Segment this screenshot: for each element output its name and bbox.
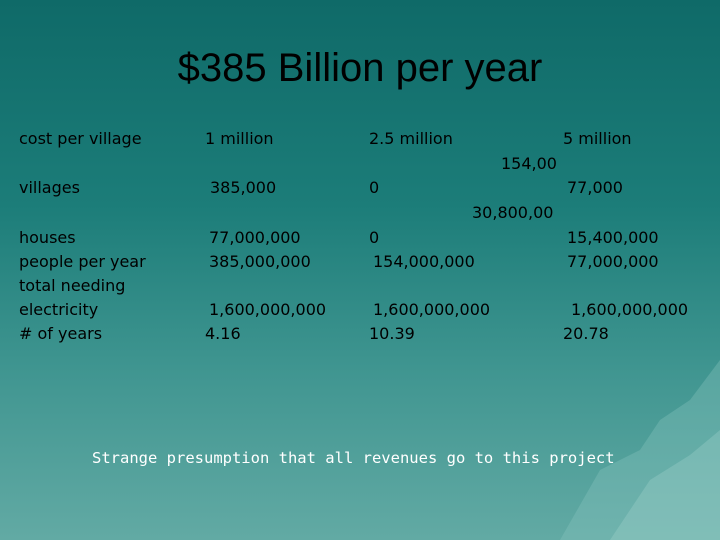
col2-houses-overflow: 30,800,00	[472, 203, 554, 222]
row-label-villages: villages	[19, 178, 80, 197]
slide-title: $385 Billion per year	[177, 46, 543, 90]
row-labels-group: houses people per year total needing ele…	[19, 226, 146, 346]
col2-villages-overflow: 154,00	[501, 154, 557, 173]
col1-years: 4.16	[205, 324, 241, 343]
col2-houses: 0	[369, 228, 380, 247]
col1-people: 385,000,000	[209, 252, 311, 271]
col2-years: 10.39	[369, 324, 415, 343]
caption: Strange presumption that all revenues go…	[92, 449, 615, 467]
row-label-years: # of years	[19, 324, 103, 343]
col3-houses: 15,400,000	[567, 228, 659, 247]
col3-villages: 77,000	[567, 178, 623, 197]
col3-cost: 5 million	[563, 129, 632, 148]
iceberg-shape	[610, 430, 720, 540]
col2-villages: 0	[369, 178, 380, 197]
col2-cost: 2.5 million	[369, 129, 453, 148]
row-label-people-per-year: people per year	[19, 252, 146, 271]
col2-people: 154,000,000	[373, 252, 475, 271]
col1-cost: 1 million	[205, 129, 274, 148]
col1-total: 1,600,000,000	[209, 300, 327, 319]
col3-people: 77,000,000	[567, 252, 659, 271]
col3-years: 20.78	[563, 324, 609, 343]
row-label-houses: houses	[19, 228, 76, 247]
col3-total: 1,600,000,000	[571, 300, 689, 319]
col1-houses: 77,000,000	[209, 228, 301, 247]
row-label-electricity: electricity	[19, 300, 99, 319]
row-label-cost-per-village: cost per village	[19, 129, 142, 148]
row-label-total-needing: total needing	[19, 276, 126, 295]
col1-villages: 385,000	[210, 178, 277, 197]
col2-total: 1,600,000,000	[373, 300, 491, 319]
